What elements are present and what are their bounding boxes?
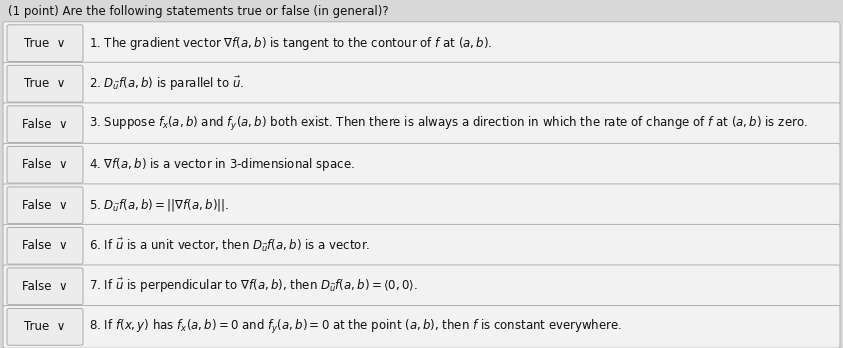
FancyBboxPatch shape: [3, 22, 840, 64]
FancyBboxPatch shape: [3, 143, 840, 186]
Text: 5. $D_{\vec{u}}f(a, b) = ||\nabla f(a, b)||$.: 5. $D_{\vec{u}}f(a, b) = ||\nabla f(a, b…: [89, 197, 229, 213]
Text: 3. Suppose $f_x(a, b)$ and $f_y(a, b)$ both exist. Then there is always a direct: 3. Suppose $f_x(a, b)$ and $f_y(a, b)$ b…: [89, 115, 808, 133]
Text: 4. $\nabla f(a, b)$ is a vector in 3-dimensional space.: 4. $\nabla f(a, b)$ is a vector in 3-dim…: [89, 156, 355, 173]
FancyBboxPatch shape: [7, 187, 83, 224]
FancyBboxPatch shape: [3, 103, 840, 145]
Text: False  ∨: False ∨: [22, 239, 67, 252]
FancyBboxPatch shape: [3, 224, 840, 267]
Text: True  ∨: True ∨: [24, 77, 66, 90]
Text: False  ∨: False ∨: [22, 158, 67, 171]
FancyBboxPatch shape: [7, 308, 83, 345]
Text: 7. If $\vec{u}$ is perpendicular to $\nabla f(a, b)$, then $D_{\vec{u}}f(a, b) =: 7. If $\vec{u}$ is perpendicular to $\na…: [89, 277, 418, 295]
Text: 2. $D_{\vec{u}}f(a, b)$ is parallel to $\vec{u}$.: 2. $D_{\vec{u}}f(a, b)$ is parallel to $…: [89, 75, 244, 93]
FancyBboxPatch shape: [7, 228, 83, 264]
FancyBboxPatch shape: [7, 25, 83, 62]
FancyBboxPatch shape: [3, 62, 840, 105]
FancyBboxPatch shape: [7, 147, 83, 183]
FancyBboxPatch shape: [7, 268, 83, 305]
Text: True  ∨: True ∨: [24, 321, 66, 333]
Text: False  ∨: False ∨: [22, 199, 67, 212]
Text: 8. If $f(x, y)$ has $f_x(a, b) = 0$ and $f_y(a, b) = 0$ at the point $(a, b)$, t: 8. If $f(x, y)$ has $f_x(a, b) = 0$ and …: [89, 318, 622, 336]
FancyBboxPatch shape: [7, 106, 83, 143]
Text: 6. If $\vec{u}$ is a unit vector, then $D_{\vec{u}}f(a, b)$ is a vector.: 6. If $\vec{u}$ is a unit vector, then $…: [89, 237, 370, 254]
FancyBboxPatch shape: [3, 265, 840, 308]
Text: False  ∨: False ∨: [22, 280, 67, 293]
Text: False  ∨: False ∨: [22, 118, 67, 131]
Text: 1. The gradient vector $\nabla f(a, b)$ is tangent to the contour of $f$ at $(a,: 1. The gradient vector $\nabla f(a, b)$ …: [89, 35, 492, 52]
FancyBboxPatch shape: [3, 184, 840, 227]
FancyBboxPatch shape: [7, 65, 83, 102]
Text: (1 point) Are the following statements true or false (in general)?: (1 point) Are the following statements t…: [8, 5, 389, 18]
FancyBboxPatch shape: [3, 306, 840, 348]
Text: True  ∨: True ∨: [24, 37, 66, 50]
